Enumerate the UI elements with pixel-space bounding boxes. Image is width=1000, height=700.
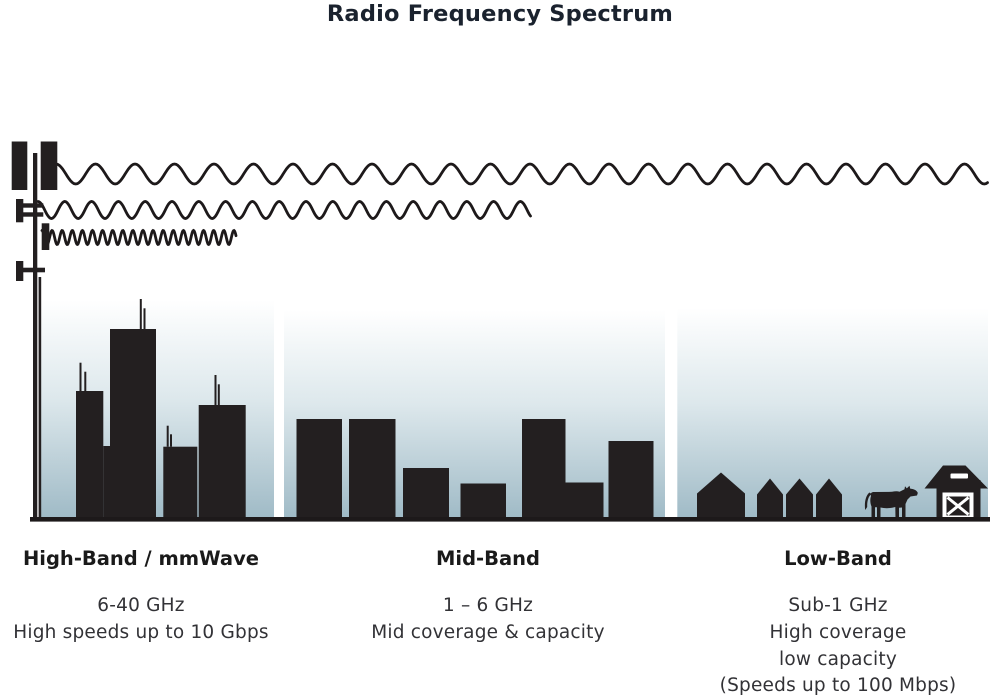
cow-icon [864, 485, 918, 519]
band-name-high: High-Band / mmWave [22, 547, 260, 570]
short-wavelength-wave-icon [40, 228, 238, 247]
rooftop-antennas [79, 299, 220, 447]
house-icon [697, 472, 745, 520]
band-frequency-high: 6-40 GHz [97, 595, 185, 616]
band-label-mid: Mid-Band 1 – 6 GHz Mid coverage & capaci… [337, 548, 639, 647]
band-name-mid: Mid-Band [435, 547, 540, 570]
page-title: Radio Frequency Spectrum [326, 1, 674, 27]
long-wavelength-wave-icon [54, 162, 989, 186]
mid-rise-buildings-icon [296, 419, 654, 520]
city-skyline-icon [76, 299, 246, 520]
band-name-low: Low-Band [784, 547, 892, 570]
band-desc-low-1: High coverage [769, 621, 907, 643]
band-label-high: High-Band / mmWave 6-40 GHz High speeds … [0, 548, 292, 647]
cell-tower-icon [11, 141, 58, 520]
band-desc-mid: Mid coverage & capacity [371, 621, 605, 643]
farm-scene [697, 465, 988, 520]
ground-line [30, 517, 990, 522]
house-icon [816, 478, 842, 520]
band-desc-low-3: (Speeds up to 100 Mbps) [719, 675, 957, 697]
medium-wavelength-wave-icon [36, 200, 532, 220]
barn-loft-vent [950, 473, 968, 479]
band-frequency-mid: 1 – 6 GHz [442, 595, 534, 616]
barn-door [942, 492, 974, 520]
band-frequency-low: Sub-1 GHz [788, 595, 888, 616]
house-icon [757, 478, 783, 520]
house-icon [786, 478, 813, 520]
band-desc-low-2: low capacity [779, 648, 897, 670]
barn-icon [924, 465, 988, 520]
band-label-low: Low-Band Sub-1 GHz High coverage low cap… [687, 548, 989, 700]
band-desc-high: High speeds up to 10 Gbps [13, 621, 269, 643]
